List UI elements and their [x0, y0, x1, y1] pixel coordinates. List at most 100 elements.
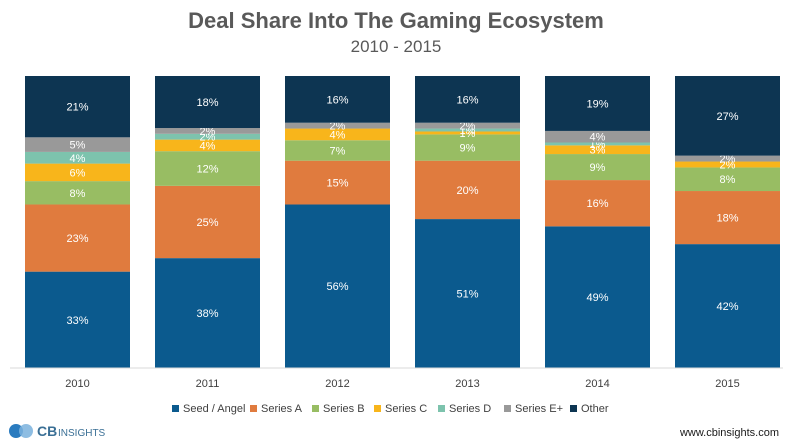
legend-label: Series E+ — [515, 403, 563, 415]
segment-label: 2% — [330, 121, 346, 133]
bar-segment — [285, 160, 390, 205]
x-tick-label: 2012 — [325, 378, 349, 390]
legend-item: Series D — [438, 403, 491, 415]
bar-segment — [545, 180, 650, 227]
segment-label: 9% — [460, 143, 476, 155]
segment-label: 16% — [456, 94, 478, 106]
bar-segment — [285, 140, 390, 161]
bar-segment — [155, 139, 260, 152]
segment-label: 3% — [590, 145, 606, 157]
bar-segment — [25, 204, 130, 272]
bar-segment — [415, 219, 520, 368]
segment-label: 38% — [196, 308, 218, 320]
segment-label: 25% — [196, 217, 218, 229]
legend-item: Series E+ — [504, 403, 563, 415]
bar-segment — [285, 204, 390, 368]
segment-label: 4% — [330, 129, 346, 141]
bar-segment — [415, 134, 520, 161]
segment-label: 19% — [586, 98, 608, 110]
segment-label: 2% — [200, 126, 216, 138]
segment-label: 8% — [70, 188, 86, 200]
segment-label: 16% — [326, 94, 348, 106]
segment-label: 18% — [196, 97, 218, 109]
segment-label: 27% — [716, 111, 738, 123]
segment-label: 42% — [716, 301, 738, 313]
bar-segment — [25, 181, 130, 205]
bar-segment — [155, 151, 260, 186]
logo-insights-text: INSIGHTS — [58, 428, 106, 439]
bar-segment — [415, 76, 520, 123]
segment-label: 6% — [70, 167, 86, 179]
legend-swatch — [172, 405, 179, 412]
legend-label: Other — [581, 403, 609, 415]
segment-label: 21% — [66, 102, 88, 114]
bar-segment — [155, 133, 260, 140]
bar-segment — [25, 137, 130, 152]
legend-item: Seed / Angel — [172, 403, 245, 415]
segment-label: 8% — [720, 174, 736, 186]
legend-swatch — [250, 405, 257, 412]
bar-segment — [675, 76, 780, 156]
source-url: www.cbinsights.com — [679, 427, 779, 439]
legend-swatch — [312, 405, 319, 412]
bar-segment — [155, 76, 260, 129]
bar-segment — [545, 145, 650, 155]
bar-segment — [155, 185, 260, 259]
x-tick-label: 2014 — [585, 378, 609, 390]
segment-label: 20% — [456, 185, 478, 197]
segment-label: 2% — [460, 121, 476, 133]
bar-segment — [25, 151, 130, 164]
segment-label: 16% — [586, 198, 608, 210]
legend-label: Series B — [323, 403, 365, 415]
logo-mark-left — [9, 424, 23, 438]
x-tick-label: 2010 — [65, 378, 89, 390]
bar-segment — [675, 167, 780, 192]
chart-title: Deal Share Into The Gaming Ecosystem — [188, 8, 604, 33]
segment-label: 4% — [70, 153, 86, 165]
segment-label: 33% — [66, 315, 88, 327]
segment-label: 9% — [590, 162, 606, 174]
segment-label: 7% — [330, 145, 346, 157]
legend-item: Series C — [374, 403, 427, 415]
legend-item: Series A — [250, 403, 303, 415]
legend-item: Other — [570, 403, 609, 415]
bar-segment — [285, 76, 390, 123]
bar-segment — [675, 161, 780, 168]
bar-segment — [415, 122, 520, 129]
logo-cb-text: CB — [37, 423, 57, 439]
x-axis-ticks: 2010 2011 2012 2013 2014 2015 — [65, 378, 739, 390]
segment-label: 12% — [196, 164, 218, 176]
segment-label: 2% — [720, 159, 736, 171]
x-tick-label: 2011 — [196, 378, 220, 390]
bar-segment — [415, 160, 520, 220]
bar-segment — [285, 128, 390, 141]
segment-label: 15% — [326, 178, 348, 190]
bar-segment — [675, 244, 780, 368]
segment-label: 5% — [70, 140, 86, 152]
bar-segment — [545, 154, 650, 181]
legend-label: Series A — [261, 403, 303, 415]
segment-label: 4% — [200, 140, 216, 152]
bar-segment — [25, 163, 130, 182]
legend-item: Series B — [312, 403, 365, 415]
segment-label: 51% — [456, 289, 478, 301]
chart-subtitle: 2010 - 2015 — [351, 37, 442, 56]
bar-segment — [545, 130, 650, 143]
bar-segment — [545, 226, 650, 368]
cb-insights-logo: CB INSIGHTS — [9, 423, 106, 439]
bar-segment — [675, 191, 780, 245]
legend: Seed / Angel Series A Series B Series C Seri… — [172, 403, 609, 415]
logo-mark-right — [19, 424, 33, 438]
segment-label: 18% — [716, 213, 738, 225]
segment-label: 56% — [326, 281, 348, 293]
bar-segment — [545, 76, 650, 131]
legend-label: Seed / Angel — [183, 403, 245, 415]
bar-segment — [545, 142, 650, 146]
bar-segment — [25, 271, 130, 368]
bar-segment — [155, 258, 260, 368]
legend-swatch — [438, 405, 445, 412]
bar-segment — [415, 131, 520, 135]
bar-segment — [675, 155, 780, 162]
segment-label: 49% — [586, 292, 608, 304]
